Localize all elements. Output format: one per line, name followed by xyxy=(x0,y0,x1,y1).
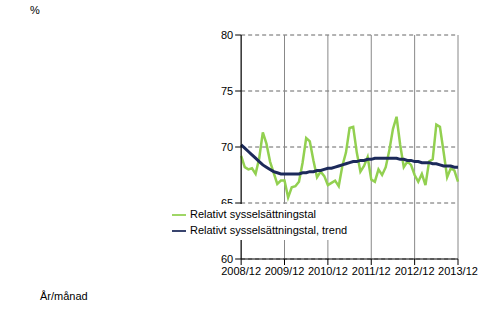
svg-text:2008/12: 2008/12 xyxy=(221,265,261,277)
svg-text:2011/12: 2011/12 xyxy=(352,265,391,277)
svg-text:2012/12: 2012/12 xyxy=(395,265,435,277)
svg-text:75: 75 xyxy=(221,85,233,97)
html-text:År/månad: År/månad xyxy=(40,290,88,302)
svg-text:2009/12: 2009/12 xyxy=(265,265,305,277)
svg-text:60: 60 xyxy=(221,253,233,265)
svg-text:2010/12: 2010/12 xyxy=(308,265,348,277)
svg-text:2013/12: 2013/12 xyxy=(438,265,478,277)
svg-text:65: 65 xyxy=(221,197,233,209)
svg-text:80: 80 xyxy=(221,29,233,41)
html-text:Relativt sysselsättningstal, t: Relativt sysselsättningstal, trend xyxy=(190,224,348,237)
html-text:Relativt sysselsättningstal: Relativt sysselsättningstal xyxy=(190,208,316,220)
svg-text:70: 70 xyxy=(221,141,233,153)
